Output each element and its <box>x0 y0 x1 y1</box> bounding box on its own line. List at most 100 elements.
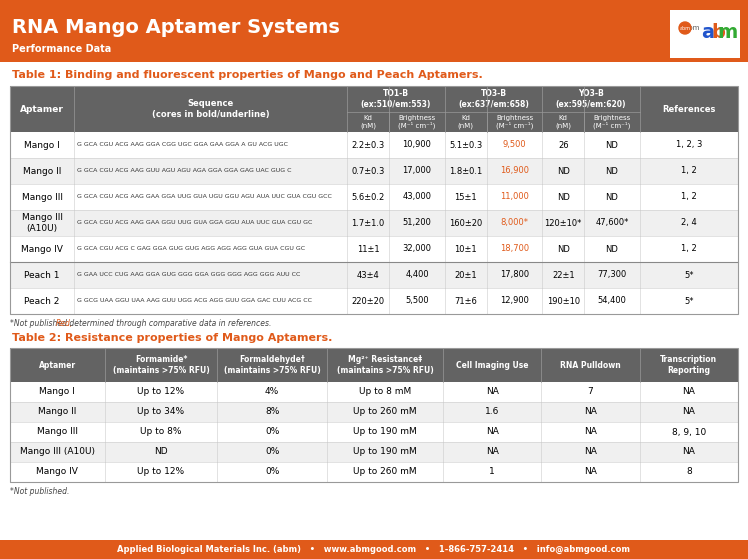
Text: 47,600*: 47,600* <box>595 219 629 228</box>
Text: 5.1±0.3: 5.1±0.3 <box>449 140 482 149</box>
Text: 7: 7 <box>588 387 593 396</box>
Text: Performance Data: Performance Data <box>12 44 111 54</box>
Text: NA: NA <box>584 467 597 476</box>
Text: Peach 1: Peach 1 <box>24 271 60 280</box>
FancyBboxPatch shape <box>670 10 740 58</box>
Text: Mango III (A10U): Mango III (A10U) <box>19 448 95 457</box>
Text: Peach 2: Peach 2 <box>25 296 60 306</box>
Text: 0%: 0% <box>265 448 279 457</box>
Text: 26: 26 <box>558 140 568 149</box>
Text: 11,000: 11,000 <box>500 192 529 201</box>
Text: Up to 260 mM: Up to 260 mM <box>353 408 417 416</box>
Text: 16,900: 16,900 <box>500 167 529 176</box>
Text: YO3-B
(ex:595/em:620): YO3-B (ex:595/em:620) <box>556 89 626 108</box>
FancyBboxPatch shape <box>10 210 738 236</box>
Text: 15±1: 15±1 <box>455 192 477 201</box>
Text: b: b <box>711 22 725 41</box>
FancyBboxPatch shape <box>10 132 738 158</box>
Text: 10,900: 10,900 <box>402 140 432 149</box>
Text: Applied Biological Materials Inc. (abm)   •   www.abmgood.com   •   1-866-757-24: Applied Biological Materials Inc. (abm) … <box>117 545 631 554</box>
Text: 17,000: 17,000 <box>402 167 432 176</box>
Text: 4%: 4% <box>265 387 279 396</box>
Text: ND: ND <box>606 140 619 149</box>
Text: Table 2: Resistance properties of Mango Aptamers.: Table 2: Resistance properties of Mango … <box>12 333 332 343</box>
Text: Up to 190 mM: Up to 190 mM <box>353 428 417 437</box>
Text: 0.7±0.3: 0.7±0.3 <box>352 167 385 176</box>
Text: 10±1: 10±1 <box>455 244 477 253</box>
FancyBboxPatch shape <box>10 402 738 422</box>
Text: ND: ND <box>606 192 619 201</box>
Text: Mango III: Mango III <box>22 192 63 201</box>
Text: 2, 4: 2, 4 <box>681 219 696 228</box>
Text: Up to 12%: Up to 12% <box>138 387 185 396</box>
Text: ND: ND <box>557 192 570 201</box>
Text: Up to 190 mM: Up to 190 mM <box>353 448 417 457</box>
FancyBboxPatch shape <box>10 262 738 288</box>
Text: NA: NA <box>584 428 597 437</box>
Text: Mango III
(A10U): Mango III (A10U) <box>22 214 63 233</box>
Text: Formamide*
(maintains >75% RFU): Formamide* (maintains >75% RFU) <box>113 356 209 375</box>
Text: Mango III: Mango III <box>37 428 78 437</box>
Text: Mango I: Mango I <box>24 140 60 149</box>
Text: ND: ND <box>606 167 619 176</box>
Text: ND: ND <box>154 448 168 457</box>
Text: Up to 8 mM: Up to 8 mM <box>359 387 411 396</box>
Text: NA: NA <box>584 448 597 457</box>
Text: m: m <box>718 22 738 41</box>
Text: NA: NA <box>486 448 499 457</box>
Text: 1.7±1.0: 1.7±1.0 <box>352 219 384 228</box>
FancyBboxPatch shape <box>10 442 738 462</box>
Text: 8, 9, 10: 8, 9, 10 <box>672 428 706 437</box>
Text: Up to 12%: Up to 12% <box>138 467 185 476</box>
Text: Formaldehyde†
(maintains >75% RFU): Formaldehyde† (maintains >75% RFU) <box>224 356 320 375</box>
Text: 18,700: 18,700 <box>500 244 529 253</box>
Text: RNA Pulldown: RNA Pulldown <box>560 361 621 369</box>
Text: *Not published.: *Not published. <box>10 487 70 496</box>
Text: Mango IV: Mango IV <box>21 244 63 253</box>
Text: G GCG UAA GGU UAA AAG GUU UGG ACG AGG GUU GGA GAC CUU ACG CC: G GCG UAA GGU UAA AAG GUU UGG ACG AGG GU… <box>77 299 312 304</box>
Text: 4,400: 4,400 <box>405 271 429 280</box>
Text: G GCA CGU ACG AAG GAA GGU UUG GUA GGA GGU AUA UUC GUA CGU GC: G GCA CGU ACG AAG GAA GGU UUG GUA GGA GG… <box>77 220 313 225</box>
FancyBboxPatch shape <box>0 540 748 559</box>
Text: Brightness
(M⁻¹ cm⁻¹): Brightness (M⁻¹ cm⁻¹) <box>593 115 631 129</box>
Text: 1, 2, 3: 1, 2, 3 <box>675 140 702 149</box>
Text: 12,900: 12,900 <box>500 296 529 306</box>
Text: References: References <box>662 105 716 113</box>
Text: Mango I: Mango I <box>40 387 76 396</box>
Text: 9,500: 9,500 <box>503 140 527 149</box>
Text: 11±1: 11±1 <box>357 244 379 253</box>
Text: 8%: 8% <box>265 408 279 416</box>
FancyBboxPatch shape <box>0 0 748 62</box>
Text: abm: abm <box>684 25 699 31</box>
Text: NA: NA <box>682 408 696 416</box>
Text: Mango II: Mango II <box>23 167 61 176</box>
Text: 0%: 0% <box>265 467 279 476</box>
Text: 32,000: 32,000 <box>402 244 432 253</box>
Text: G GCA CGU ACG AAG GAA GGA UUG GUA UGU GGU AGU AUA UUC GUA CGU GCC: G GCA CGU ACG AAG GAA GGA UUG GUA UGU GG… <box>77 195 332 200</box>
Text: Kd
(nM): Kd (nM) <box>458 115 473 129</box>
Text: TO1-B
(ex:510/em:553): TO1-B (ex:510/em:553) <box>361 89 431 108</box>
Text: G GAA UCC CUG AAG GGA GUG GGG GGA GGG GGG AGG GGG AUU CC: G GAA UCC CUG AAG GGA GUG GGG GGA GGG GG… <box>77 272 301 277</box>
Text: *Not published.: *Not published. <box>10 319 72 328</box>
FancyBboxPatch shape <box>10 348 738 382</box>
Text: Table 1: Binding and fluorescent properties of Mango and Peach Aptamers.: Table 1: Binding and fluorescent propert… <box>12 70 482 80</box>
FancyBboxPatch shape <box>10 422 738 442</box>
Text: 51,200: 51,200 <box>402 219 432 228</box>
Text: Up to 260 mM: Up to 260 mM <box>353 467 417 476</box>
Text: G GCA CGU ACG AAG GUU AGU AGU AGA GGA GGA GAG UAC GUG C: G GCA CGU ACG AAG GUU AGU AGU AGA GGA GG… <box>77 168 292 173</box>
Text: Aptamer: Aptamer <box>20 105 64 113</box>
FancyBboxPatch shape <box>10 236 738 262</box>
Text: 77,300: 77,300 <box>598 271 627 280</box>
Text: 1, 2: 1, 2 <box>681 244 696 253</box>
FancyBboxPatch shape <box>10 184 738 210</box>
Text: abm: abm <box>679 26 690 31</box>
FancyBboxPatch shape <box>10 462 738 482</box>
Text: 120±10*: 120±10* <box>545 219 582 228</box>
Text: 1, 2: 1, 2 <box>681 167 696 176</box>
Text: G GCA CGU ACG AAG GGA CGG UGC GGA GAA GGA A GU ACG UGC: G GCA CGU ACG AAG GGA CGG UGC GGA GAA GG… <box>77 143 288 148</box>
Text: TO3-B
(ex:637/em:658): TO3-B (ex:637/em:658) <box>458 89 529 108</box>
Text: ND: ND <box>557 167 570 176</box>
Text: 5,500: 5,500 <box>405 296 429 306</box>
Text: Kd
(nM): Kd (nM) <box>361 115 376 129</box>
Text: 43±4: 43±4 <box>357 271 379 280</box>
